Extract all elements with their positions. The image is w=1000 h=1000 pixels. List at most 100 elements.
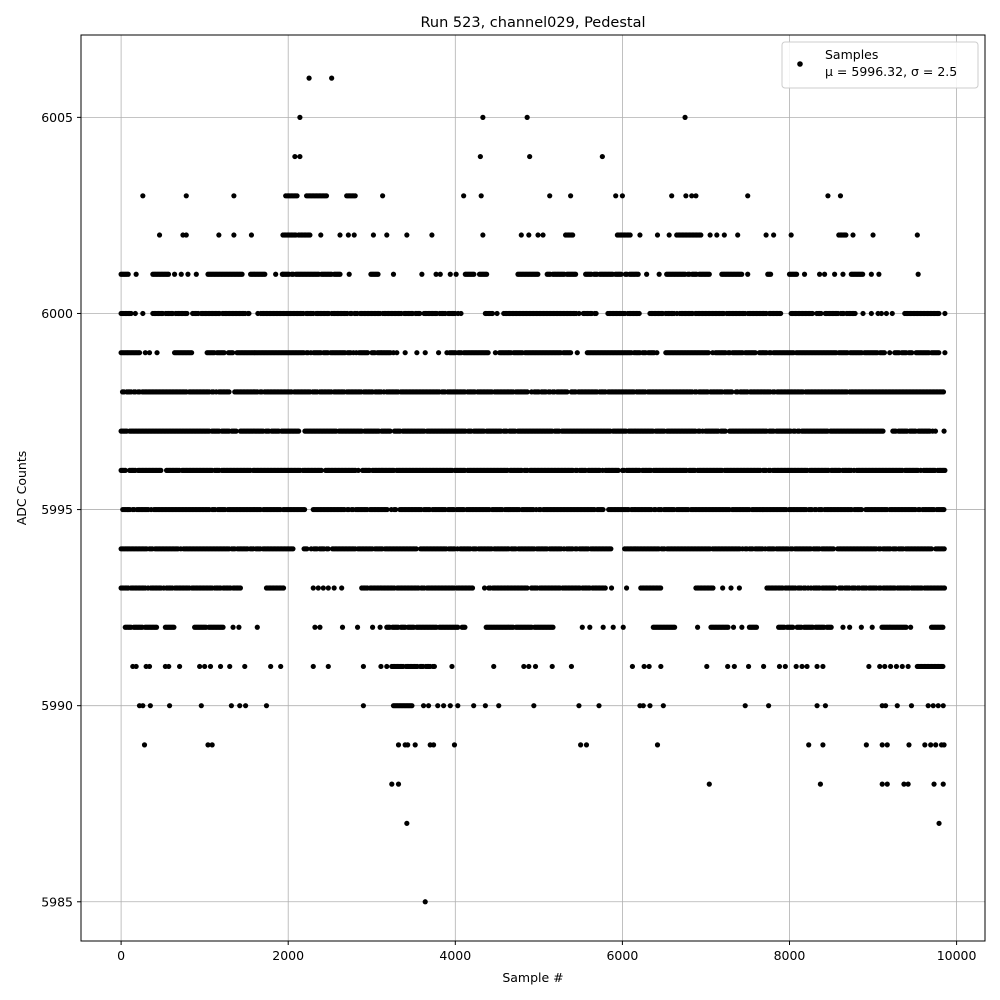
data-point: [236, 624, 242, 630]
data-point: [722, 428, 728, 434]
data-point: [870, 232, 876, 238]
data-point: [531, 703, 537, 709]
data-point: [840, 271, 846, 277]
legend: Samples μ = 5996.32, σ = 2.5: [781, 41, 979, 89]
data-point: [183, 193, 189, 199]
data-point: [914, 232, 920, 238]
data-point: [619, 193, 626, 199]
data-point: [776, 663, 783, 670]
data-point: [868, 310, 874, 317]
data-point: [906, 742, 912, 748]
data-point: [524, 114, 530, 120]
data-point: [742, 703, 748, 709]
data-point: [936, 310, 942, 317]
data-point: [654, 742, 661, 748]
data-point: [730, 624, 737, 630]
data-point: [331, 585, 337, 591]
data-point: [745, 271, 751, 277]
data-point: [524, 389, 530, 395]
data-point: [216, 232, 222, 238]
data-point: [570, 232, 576, 238]
data-point: [820, 742, 826, 748]
data-point: [471, 703, 477, 709]
data-point: [908, 703, 915, 709]
data-point: [178, 271, 184, 277]
y-tick-label: 5995: [41, 502, 73, 517]
data-point: [165, 271, 172, 277]
data-point: [478, 193, 484, 199]
data-point: [814, 703, 820, 709]
data-point: [863, 742, 869, 748]
data-point: [176, 663, 183, 670]
data-point: [814, 663, 820, 670]
data-point: [273, 271, 279, 277]
data-point: [940, 663, 946, 670]
data-point: [549, 663, 555, 670]
data-point: [535, 271, 541, 277]
data-point: [166, 703, 173, 709]
data-point: [850, 232, 856, 238]
data-point: [352, 193, 358, 199]
data-point: [384, 663, 390, 670]
data-point: [879, 781, 885, 787]
data-point: [576, 310, 582, 317]
data-point: [453, 271, 459, 277]
data-point: [365, 350, 371, 356]
data-point: [574, 350, 580, 356]
axis-ticks: 0 2000 4000 6000 8000 10000598559905995600060…: [41, 110, 976, 963]
data-point: [801, 271, 808, 277]
data-point: [725, 663, 731, 670]
data-point: [524, 585, 530, 591]
data-point: [183, 232, 189, 238]
data-point: [698, 232, 704, 238]
data-point: [355, 467, 361, 473]
data-point: [140, 703, 146, 709]
data-point: [745, 663, 752, 670]
data-point: [761, 663, 767, 670]
data-point: [280, 585, 287, 591]
data-point: [832, 585, 838, 591]
data-point: [482, 703, 488, 709]
data-point: [389, 781, 395, 787]
data-point: [217, 663, 224, 670]
data-point: [933, 742, 939, 748]
data-point: [158, 467, 164, 473]
data-point: [693, 193, 699, 199]
data-point: [725, 624, 731, 630]
data-point: [125, 271, 131, 277]
data-point: [154, 350, 160, 356]
data-point: [613, 193, 619, 199]
data-point: [599, 153, 605, 160]
data-point: [745, 193, 751, 199]
data-point: [425, 703, 432, 709]
data-point: [925, 703, 931, 709]
data-point: [315, 585, 321, 591]
data-point: [903, 624, 909, 630]
data-point: [447, 271, 453, 277]
data-point: [390, 271, 397, 277]
data-point: [579, 624, 585, 630]
data-point: [600, 624, 606, 630]
data-point: [932, 428, 939, 434]
data-point: [884, 781, 890, 787]
data-point: [644, 271, 650, 277]
data-point: [620, 624, 626, 630]
data-point: [941, 546, 947, 552]
data-point: [752, 350, 758, 356]
x-tick-label: 6000: [606, 948, 638, 963]
x-tick-label: 2000: [272, 948, 304, 963]
data-point: [477, 153, 483, 160]
data-point: [928, 546, 935, 552]
data-point: [940, 624, 946, 630]
data-point: [329, 75, 335, 81]
x-tick-label: 4000: [439, 948, 471, 963]
data-point: [296, 428, 302, 434]
data-point: [936, 350, 942, 356]
data-point: [360, 703, 366, 709]
data-point: [189, 350, 195, 356]
data-point: [627, 232, 633, 238]
data-point: [935, 703, 941, 709]
data-point: [337, 271, 343, 277]
data-point: [132, 310, 138, 317]
plot-frame: [80, 34, 986, 942]
